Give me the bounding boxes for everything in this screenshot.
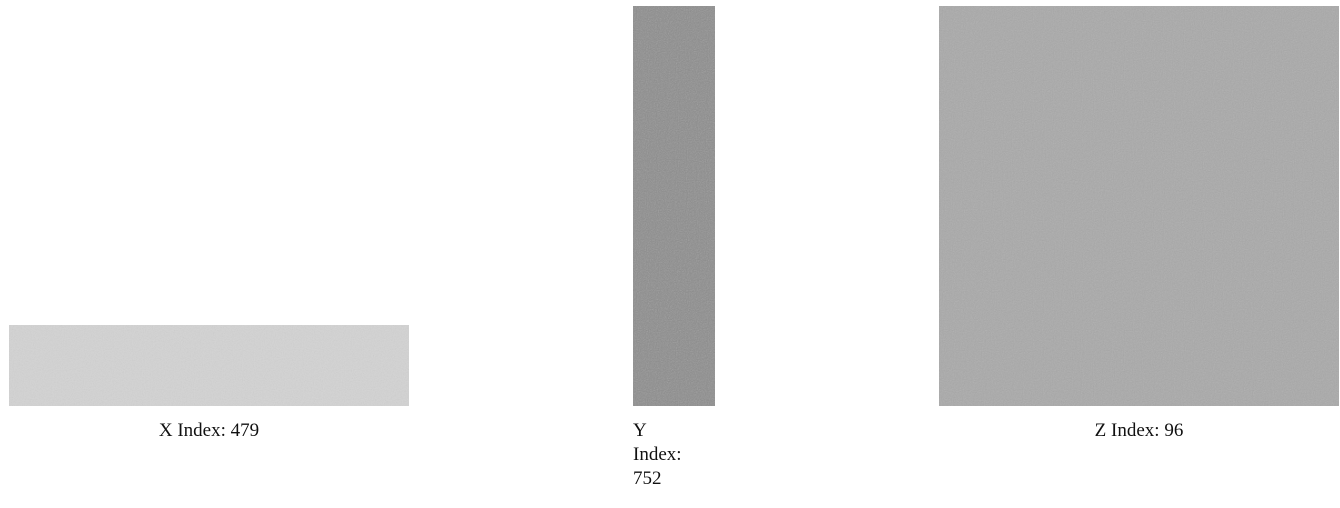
page: X Index: 479 Y Index: 752 Z Index: 96 ((… — [0, 0, 1340, 508]
x-slice-label: X Index: 479 — [9, 419, 409, 443]
x-slice-image — [9, 325, 409, 406]
z-slice-image — [939, 6, 1339, 406]
z-slice-label: Z Index: 96 — [939, 419, 1339, 443]
y-slice-image — [633, 6, 715, 406]
y-slice-label: Y Index: 752 — [633, 419, 693, 491]
